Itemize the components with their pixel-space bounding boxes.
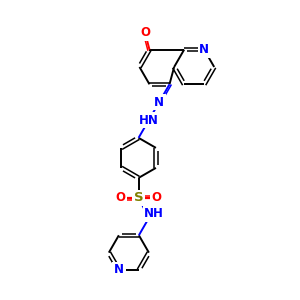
Text: O: O — [115, 191, 125, 204]
Text: N: N — [154, 96, 164, 109]
Text: N: N — [114, 263, 124, 277]
Text: HN: HN — [139, 113, 159, 127]
Text: NH: NH — [144, 207, 164, 220]
Text: O: O — [140, 26, 150, 39]
Text: O: O — [152, 191, 162, 204]
Text: S: S — [134, 191, 143, 204]
Text: N: N — [199, 43, 209, 56]
